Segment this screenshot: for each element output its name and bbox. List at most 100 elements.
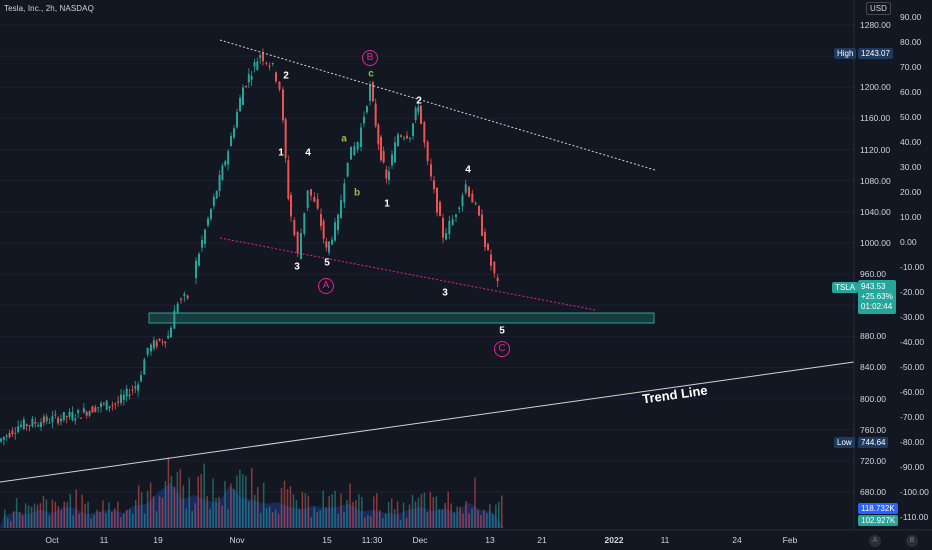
wave-label: 4 [465,164,471,176]
candle-body [403,137,405,139]
volume-bar [123,513,125,528]
volume-bar [283,480,286,528]
candle-body [146,347,149,355]
volume-bar [33,503,36,528]
auto-scale-button[interactable]: A [869,535,881,547]
candle-body [484,232,486,248]
candle-body [394,142,396,163]
percent-tick: -110.00 [900,512,929,522]
candle-body [412,123,414,136]
volume-bar [143,513,146,528]
volume-bar [483,509,485,528]
wave-circle-a: A [318,278,334,294]
candle-body [442,218,444,238]
candle-body [331,239,333,245]
candle-body [455,214,457,218]
candle-body [152,340,155,349]
volume-value-1: 118.732K [858,503,898,514]
candle-body [20,424,22,427]
candle-body [464,184,467,193]
volume-bar [453,512,455,528]
candle-body [322,220,325,239]
volume-bar [271,512,274,528]
candle-body [100,403,102,407]
candle-body [94,407,97,413]
volume-bar [379,510,381,528]
candle-body [201,240,203,248]
candle-body [346,162,349,177]
volume-bar [447,491,449,528]
volume-bar [465,501,467,528]
volume-bar [131,513,134,528]
candle-body [122,394,125,400]
symbol-title[interactable]: Tesla, Inc., 2h, NASDAQ [4,4,94,13]
candle-body [360,127,362,147]
volume-bar [319,509,321,528]
volume-bar [468,513,470,528]
volume-bar [206,496,208,528]
candle-body [343,183,346,203]
volume-bar [248,501,250,528]
candle-body [215,190,218,199]
candle-body [143,359,146,375]
candle-body [493,261,496,274]
volume-bar [188,477,191,528]
volume-bar [268,506,271,528]
candle-body [164,341,167,344]
percent-tick: 30.00 [900,162,922,172]
volume-bar [325,507,327,528]
candle-body [28,425,31,427]
ticker-tag: TSLA [832,282,859,293]
volume-bar [117,501,119,528]
high-label: High [834,48,857,59]
candle-body [48,422,51,424]
wave-circle-c: C [494,341,510,357]
support-zone[interactable] [148,312,655,324]
candle-body [120,394,122,403]
candle-body [212,196,215,207]
volume-bar [129,509,131,528]
candle-body [448,221,451,235]
candle-body [337,214,339,231]
candle-body [385,169,388,179]
candle-body [284,119,287,159]
log-scale-button[interactable]: B [906,535,918,547]
volume-bar [18,511,21,528]
candle-body [250,75,253,80]
trend-line[interactable] [0,361,855,483]
date-tick: Nov [229,535,245,545]
candle-body [11,430,14,435]
currency-badge[interactable]: USD [866,2,891,15]
date-tick: 13 [485,535,495,545]
candle-body [372,82,374,102]
volume-bar [373,496,375,528]
candle-body [487,243,489,251]
candle-body [137,384,140,391]
price-tick: 960.00 [860,269,886,280]
volume-bar [429,491,432,528]
date-tick: 2022 [604,535,624,545]
candle-body [334,222,336,241]
price-tick: 680.00 [860,487,886,497]
volume-bar [134,499,137,528]
volume-bar [390,498,393,528]
candle-body [125,388,128,397]
volume-bar [340,493,342,528]
candle-body [140,375,142,382]
volume-bar [376,493,378,528]
wave-label: 1 [278,147,284,159]
volume-bar [489,504,491,528]
volume-bar [72,515,74,528]
volume-bar [301,491,304,528]
volume-bar [212,478,214,528]
volume-bar [176,471,179,528]
volume-bar [298,508,301,528]
volume-bar [364,517,366,528]
candle-body [108,406,111,409]
wave-label: 3 [442,287,448,299]
volume-bar [209,509,211,528]
percent-tick: 90.00 [900,12,922,22]
volume-bar [87,501,89,528]
bar-countdown: 01:02:44 [861,302,893,311]
